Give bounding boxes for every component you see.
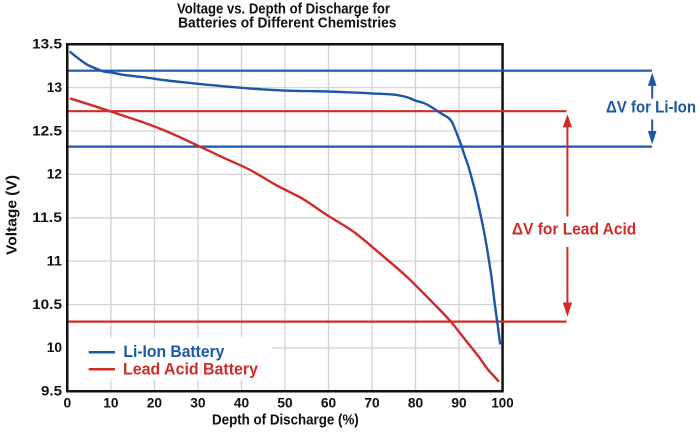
svg-text:90: 90: [451, 395, 467, 411]
svg-text:13: 13: [47, 79, 63, 95]
svg-text:Li-Ion Battery: Li-Ion Battery: [123, 343, 225, 361]
svg-text:70: 70: [364, 395, 380, 411]
svg-text:Lead Acid Battery: Lead Acid Battery: [123, 360, 259, 378]
svg-text:40: 40: [234, 395, 250, 411]
svg-text:12: 12: [47, 166, 63, 182]
svg-text:ΔV for Lead Acid: ΔV for Lead Acid: [512, 219, 636, 238]
svg-text:20: 20: [147, 395, 163, 411]
svg-text:100: 100: [491, 395, 514, 411]
svg-text:Voltage (V): Voltage (V): [3, 175, 20, 255]
svg-text:60: 60: [321, 395, 337, 411]
svg-text:Depth of Discharge (%): Depth of Discharge (%): [212, 412, 359, 429]
svg-text:9.5: 9.5: [41, 383, 62, 399]
svg-text:Voltage vs. Depth of Discharge: Voltage vs. Depth of Discharge for: [177, 1, 390, 17]
svg-text:30: 30: [190, 395, 206, 411]
svg-text:ΔV for Li-Ion: ΔV for Li-Ion: [606, 97, 696, 116]
svg-text:0: 0: [64, 395, 72, 411]
svg-text:11: 11: [47, 252, 63, 268]
svg-text:Batteries of Different Chemist: Batteries of Different Chemistries: [178, 16, 396, 32]
svg-text:11.5: 11.5: [32, 209, 62, 225]
svg-text:50: 50: [277, 395, 293, 411]
svg-text:12.5: 12.5: [32, 122, 62, 138]
svg-text:13.5: 13.5: [32, 36, 62, 52]
svg-text:10: 10: [103, 395, 119, 411]
svg-text:10: 10: [47, 339, 63, 355]
svg-text:10.5: 10.5: [32, 296, 62, 312]
svg-text:80: 80: [408, 395, 424, 411]
